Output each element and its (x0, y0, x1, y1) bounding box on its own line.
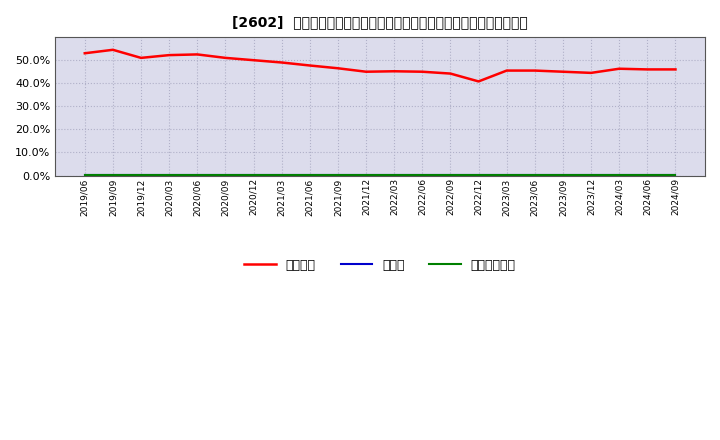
繰延税金資産 (418, 172, 427, 177)
繰延税金資産 (221, 172, 230, 177)
繰延税金資産 (503, 172, 511, 177)
繰延税金資産 (531, 172, 539, 177)
繰延税金資産 (671, 172, 680, 177)
繰延税金資産 (333, 172, 342, 177)
のれん (503, 172, 511, 177)
のれん (643, 172, 652, 177)
自己資本 (418, 69, 427, 74)
自己資本 (615, 66, 624, 71)
自己資本 (671, 67, 680, 72)
繰延税金資産 (559, 172, 567, 177)
自己資本 (221, 55, 230, 61)
のれん (361, 172, 370, 177)
のれん (249, 172, 258, 177)
繰延税金資産 (390, 172, 398, 177)
のれん (333, 172, 342, 177)
繰延税金資産 (587, 172, 595, 177)
のれん (165, 172, 174, 177)
自己資本 (559, 69, 567, 74)
自己資本 (109, 47, 117, 52)
Legend: 自己資本, のれん, 繰延税金資産: 自己資本, のれん, 繰延税金資産 (240, 254, 521, 277)
のれん (277, 172, 286, 177)
自己資本 (193, 52, 202, 57)
のれん (587, 172, 595, 177)
のれん (671, 172, 680, 177)
自己資本 (137, 55, 145, 61)
のれん (418, 172, 427, 177)
繰延税金資産 (109, 172, 117, 177)
自己資本 (474, 79, 483, 84)
自己資本 (531, 68, 539, 73)
自己資本 (277, 60, 286, 65)
Line: 自己資本: 自己資本 (85, 50, 675, 81)
繰延税金資産 (249, 172, 258, 177)
自己資本 (81, 51, 89, 56)
のれん (474, 172, 483, 177)
のれん (109, 172, 117, 177)
のれん (531, 172, 539, 177)
繰延税金資産 (643, 172, 652, 177)
繰延税金資産 (165, 172, 174, 177)
のれん (221, 172, 230, 177)
繰延税金資産 (193, 172, 202, 177)
自己資本 (249, 58, 258, 63)
繰延税金資産 (446, 172, 455, 177)
自己資本 (165, 52, 174, 58)
自己資本 (643, 67, 652, 72)
のれん (81, 172, 89, 177)
自己資本 (446, 71, 455, 76)
繰延税金資産 (81, 172, 89, 177)
のれん (193, 172, 202, 177)
のれん (615, 172, 624, 177)
のれん (305, 172, 314, 177)
のれん (446, 172, 455, 177)
自己資本 (587, 70, 595, 76)
自己資本 (333, 66, 342, 71)
繰延税金資産 (615, 172, 624, 177)
自己資本 (503, 68, 511, 73)
自己資本 (305, 63, 314, 68)
繰延税金資産 (277, 172, 286, 177)
Title: [2602]  自己資本、のれん、繰延税金資産の総資産に対する比率の推移: [2602] 自己資本、のれん、繰延税金資産の総資産に対する比率の推移 (233, 15, 528, 29)
繰延税金資産 (361, 172, 370, 177)
のれん (137, 172, 145, 177)
自己資本 (390, 69, 398, 74)
繰延税金資産 (137, 172, 145, 177)
繰延税金資産 (474, 172, 483, 177)
のれん (559, 172, 567, 177)
繰延税金資産 (305, 172, 314, 177)
のれん (390, 172, 398, 177)
自己資本 (361, 69, 370, 74)
